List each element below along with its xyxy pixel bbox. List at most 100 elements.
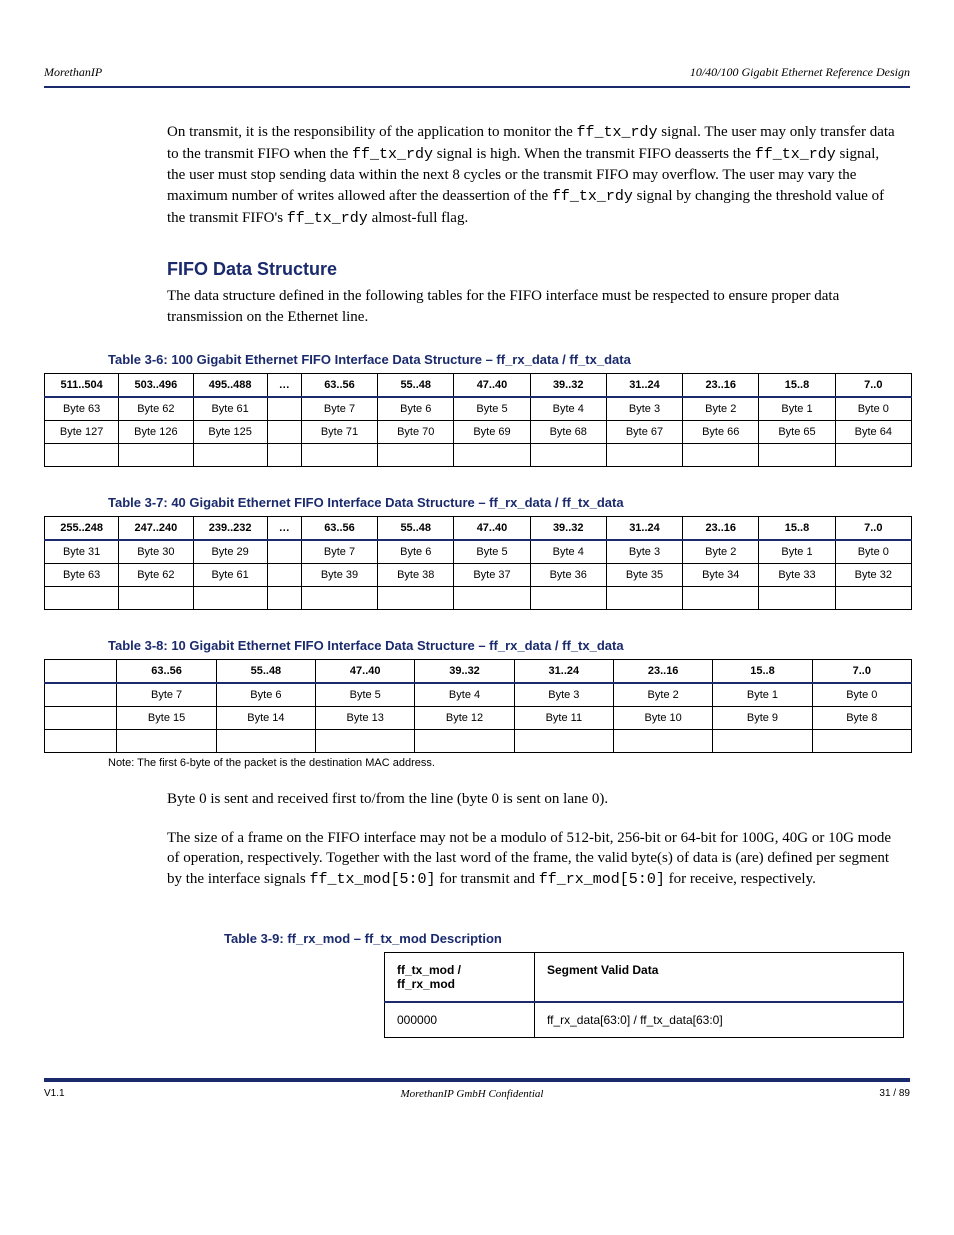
th: 31..24 (606, 516, 682, 540)
td: Byte 1 (759, 540, 835, 564)
td: Byte 63 (45, 563, 119, 586)
td: Byte 14 (216, 706, 315, 729)
table-row (45, 443, 912, 466)
th: 31..24 (606, 373, 682, 397)
td (415, 729, 514, 752)
code-ff-tx-rdy: ff_tx_rdy (577, 124, 658, 141)
th: 15..8 (713, 659, 812, 683)
th: … (267, 373, 301, 397)
section-heading: FIFO Data Structure (167, 259, 910, 280)
td (454, 443, 530, 466)
td: Byte 2 (683, 397, 759, 421)
td (267, 540, 301, 564)
table-caption-40g: Table 3-7: 40 Gigabit Ethernet FIFO Inte… (108, 495, 910, 510)
td (267, 443, 301, 466)
td (119, 443, 193, 466)
footer-page-number: 31 / 89 (879, 1088, 910, 1100)
th: 55..48 (216, 659, 315, 683)
footer-rule (44, 1078, 910, 1082)
td (606, 586, 682, 609)
td: Byte 69 (454, 420, 530, 443)
td (759, 443, 835, 466)
td: Byte 68 (530, 420, 606, 443)
td (316, 729, 415, 752)
td: Byte 36 (530, 563, 606, 586)
td: Byte 126 (119, 420, 193, 443)
td: Byte 29 (193, 540, 267, 564)
table-row (45, 729, 912, 752)
table-row: Byte 7Byte 6Byte 5Byte 4Byte 3Byte 2Byte… (45, 683, 912, 707)
table-row: Byte 63Byte 62Byte 61Byte 39Byte 38Byte … (45, 563, 912, 586)
p4-text: for receive, respectively. (665, 871, 816, 887)
td: Byte 38 (378, 563, 454, 586)
table-row: 000000 ff_rx_data[63:0] / ff_tx_data[63:… (385, 1002, 904, 1038)
td (759, 586, 835, 609)
td: Byte 12 (415, 706, 514, 729)
td: Byte 10 (613, 706, 712, 729)
th: 39..32 (415, 659, 514, 683)
th: ff_tx_mod / ff_rx_mod (385, 952, 535, 1002)
p1-text: almost-full flag. (368, 210, 468, 226)
th: 55..48 (378, 373, 454, 397)
td (193, 443, 267, 466)
td (835, 443, 911, 466)
th: 7..0 (812, 659, 911, 683)
td: Byte 9 (713, 706, 812, 729)
th: 247..240 (119, 516, 193, 540)
th: 239..232 (193, 516, 267, 540)
table-row: Byte 127Byte 126Byte 125Byte 71Byte 70By… (45, 420, 912, 443)
td: Byte 0 (835, 540, 911, 564)
td (45, 586, 119, 609)
th: 39..32 (530, 516, 606, 540)
td: Byte 127 (45, 420, 119, 443)
td: Byte 5 (454, 540, 530, 564)
td: Byte 2 (683, 540, 759, 564)
td: Byte 5 (454, 397, 530, 421)
p1-text: signal is high. When the transmit FIFO d… (433, 146, 755, 162)
td: Byte 65 (759, 420, 835, 443)
td (267, 563, 301, 586)
code-ff-tx-rdy: ff_tx_rdy (287, 210, 368, 227)
page-footer: V1.1 MorethanIP GmbH Confidential 31 / 8… (44, 1088, 910, 1100)
td (301, 586, 377, 609)
td: Byte 67 (606, 420, 682, 443)
td: Byte 1 (713, 683, 812, 707)
th: 495..488 (193, 373, 267, 397)
td (216, 729, 315, 752)
code-ff-tx-rdy: ff_tx_rdy (552, 188, 633, 205)
td: Byte 62 (119, 397, 193, 421)
paragraph-4: The size of a frame on the FIFO interfac… (167, 828, 899, 891)
td: Byte 6 (378, 397, 454, 421)
td: Byte 61 (193, 563, 267, 586)
td (454, 586, 530, 609)
td: Byte 34 (683, 563, 759, 586)
code-ff-tx-rdy: ff_tx_rdy (352, 146, 433, 163)
td: Byte 63 (45, 397, 119, 421)
td: Byte 0 (812, 683, 911, 707)
td (835, 586, 911, 609)
table-caption-100g: Table 3-6: 100 Gigabit Ethernet FIFO Int… (108, 352, 910, 367)
td (267, 586, 301, 609)
paragraph-2: The data structure defined in the follow… (167, 286, 899, 327)
td: Byte 5 (316, 683, 415, 707)
th: 63..56 (117, 659, 216, 683)
td: Byte 35 (606, 563, 682, 586)
td (606, 443, 682, 466)
td (530, 586, 606, 609)
header-left: MorethanIP (44, 65, 102, 80)
td: Byte 8 (812, 706, 911, 729)
td (267, 397, 301, 421)
th: 31..24 (514, 659, 613, 683)
paragraph-1: On transmit, it is the responsibility of… (167, 122, 899, 229)
td (378, 586, 454, 609)
td: Byte 15 (117, 706, 216, 729)
td (613, 729, 712, 752)
table-header-row: 255..248247..240239..232…63..5655..4847.… (45, 516, 912, 540)
td (193, 586, 267, 609)
td: Byte 0 (835, 397, 911, 421)
td: Byte 4 (415, 683, 514, 707)
td: Byte 32 (835, 563, 911, 586)
td (117, 729, 216, 752)
table-row: Byte 63Byte 62Byte 61Byte 7Byte 6Byte 5B… (45, 397, 912, 421)
th: 47..40 (454, 373, 530, 397)
